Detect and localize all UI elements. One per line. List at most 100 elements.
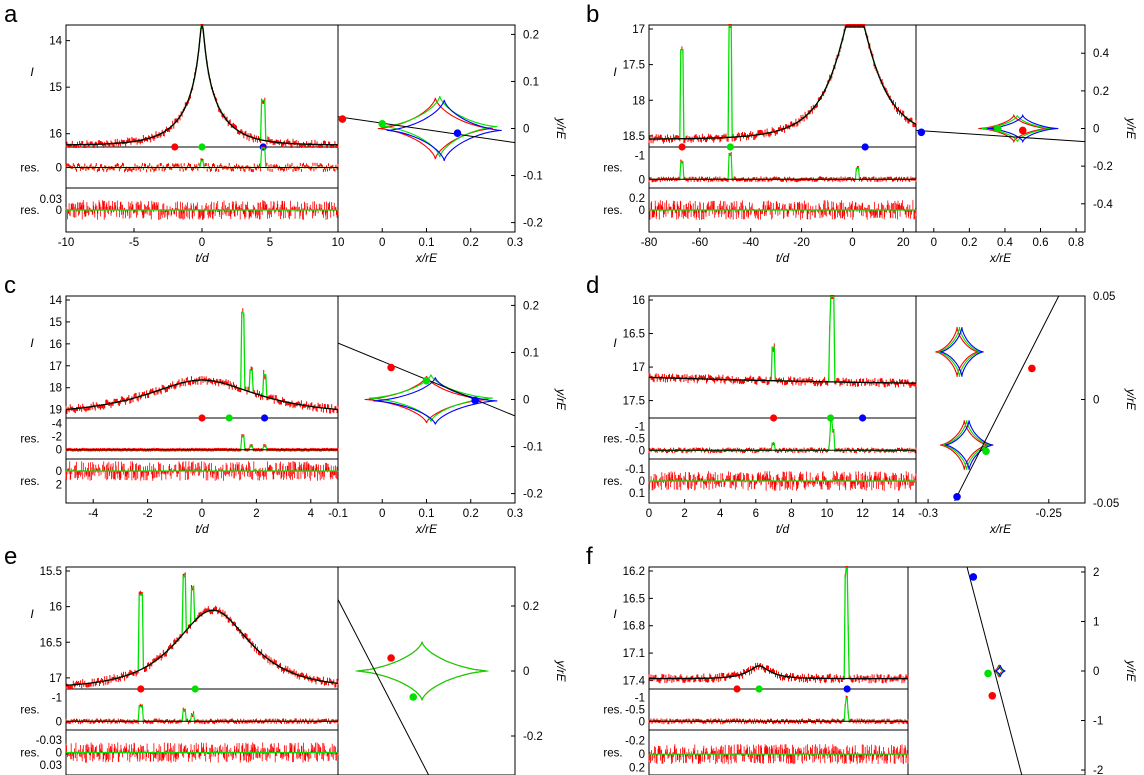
x-axis-label: x/rE [415, 251, 438, 265]
x-tick-label: 0.3 [507, 237, 523, 249]
x-tick-label: 0 [199, 508, 205, 520]
y-tick-label: 0 [1093, 666, 1099, 678]
residual-tick-label: 0 [639, 716, 645, 728]
y-tick-label: 0 [1093, 395, 1099, 407]
y-axis-label: I [30, 607, 34, 621]
y-tick-label: 0 [1093, 124, 1099, 136]
y-axis-label: I [30, 336, 34, 350]
residual-data [65, 461, 339, 481]
observed-data [65, 308, 339, 414]
source-position [378, 119, 387, 128]
caustic-curve [355, 641, 489, 701]
x-tick-label: 0.2 [961, 237, 977, 249]
y-axis-label: y/rE [554, 388, 568, 411]
single-lens-fit [648, 25, 917, 140]
x-tick-label: -10 [58, 237, 75, 249]
y-tick-label: 17.5 [623, 60, 645, 72]
caustic-curve [995, 665, 1006, 677]
x-tick-label: -40 [742, 237, 759, 249]
x-tick-label: -60 [692, 237, 709, 249]
y-tick-label: 0.2 [523, 601, 539, 613]
residual-axis-label: res. [20, 476, 39, 488]
y-tick-label: 15 [49, 82, 62, 94]
panel-c: c-4 -2 0 2 4t/d141516171819I-4-2002res.res.-… [4, 272, 568, 536]
source-trajectory [338, 116, 515, 144]
residual-tick-label: 0 [639, 749, 645, 761]
y-tick-label: 0.2 [523, 29, 539, 41]
residual-axis-label: res. [20, 705, 39, 717]
caustic-curve [937, 326, 982, 377]
source-position [1018, 126, 1027, 135]
observed-data [65, 24, 339, 148]
y-tick-label: -0.2 [523, 489, 543, 501]
residual-tick-label: -1 [52, 693, 62, 705]
x-axis-label: x/rE [989, 522, 1012, 536]
x-tick-label: 0.2 [463, 237, 479, 249]
y-tick-label: 16.5 [623, 593, 645, 605]
panel-letter: f [586, 543, 593, 570]
x-tick-label: 14 [892, 508, 905, 520]
residual-axis-label: res. [20, 205, 39, 217]
y-axis-label: I [613, 336, 617, 350]
y-tick-label: 14 [49, 295, 62, 307]
y-tick-label: 16.5 [623, 329, 645, 341]
event-marker [198, 143, 206, 151]
model-curve-green [65, 25, 339, 146]
source-position [422, 376, 431, 385]
x-tick-label: 6 [753, 508, 759, 520]
single-lens-fit [66, 609, 339, 686]
y-tick-label: 17.1 [623, 648, 645, 660]
y-tick-label: -0.05 [1093, 498, 1119, 510]
single-lens-fit [649, 665, 908, 680]
residual-model [66, 435, 338, 451]
y-tick-label: 16.5 [40, 637, 62, 649]
residual-axis-label: res. [603, 705, 622, 717]
caustic-curve [382, 95, 498, 158]
event-marker [225, 414, 233, 422]
x-tick-label: 0 [379, 508, 385, 520]
x-axis-label: t/d [195, 522, 209, 536]
residual-data [648, 152, 917, 183]
x-tick-label: -5 [129, 237, 139, 249]
residual-data [648, 418, 917, 454]
residual-axis-label: res. [20, 434, 39, 446]
panel-f: f16.216.516.817.117.4I-1-0.50-0.200.2res… [586, 543, 1138, 775]
x-tick-label: 8 [788, 508, 794, 520]
x-tick-label: 0.4 [997, 237, 1014, 249]
residual-tick-label: 0 [639, 445, 645, 457]
x-axis-label: t/d [776, 251, 790, 265]
y-tick-label: 0.1 [523, 76, 539, 88]
y-tick-label: 17 [632, 362, 645, 374]
y-tick-label: -0.1 [523, 442, 543, 454]
source-trajectory [966, 567, 1023, 775]
residual-axis-label: res. [603, 205, 622, 217]
y-tick-label: -0.1 [523, 171, 543, 183]
y-tick-label: 16.8 [623, 621, 645, 633]
event-marker [191, 685, 199, 693]
x-tick-label: -2 [142, 508, 152, 520]
model-curve-green [648, 296, 916, 384]
residual-axis-label: res. [603, 434, 622, 446]
source-position [471, 396, 479, 405]
y-axis-label: y/rE [1124, 388, 1138, 411]
residual-tick-label: -0.5 [625, 434, 645, 446]
event-marker [137, 685, 145, 693]
y-tick-label: 0.2 [523, 300, 539, 312]
event-marker [733, 685, 741, 693]
x-tick-label: 0.1 [419, 237, 435, 249]
observed-data [648, 24, 917, 144]
residual-tick-label: -0.1 [625, 464, 645, 476]
panel-e: e15.51616.517I-10-0.0300.03res.res.0.20-… [4, 543, 568, 775]
residual-tick-label: 0 [56, 716, 62, 728]
source-trajectory [338, 599, 430, 775]
caustic-curve [364, 376, 489, 423]
caustic-curve [942, 420, 992, 470]
residual-tick-label: -4 [52, 418, 63, 430]
y-axis-label: y/rE [554, 659, 568, 682]
x-tick-label: 10 [821, 508, 834, 520]
y-tick-label: 0.05 [1093, 291, 1115, 303]
panel-d: d0 2 4 6 8 10 12 14t/d1616.51717.5I-1-0.50-0.10… [586, 272, 1138, 536]
caustic-curve [373, 377, 498, 425]
x-tick-label: 2 [253, 508, 259, 520]
